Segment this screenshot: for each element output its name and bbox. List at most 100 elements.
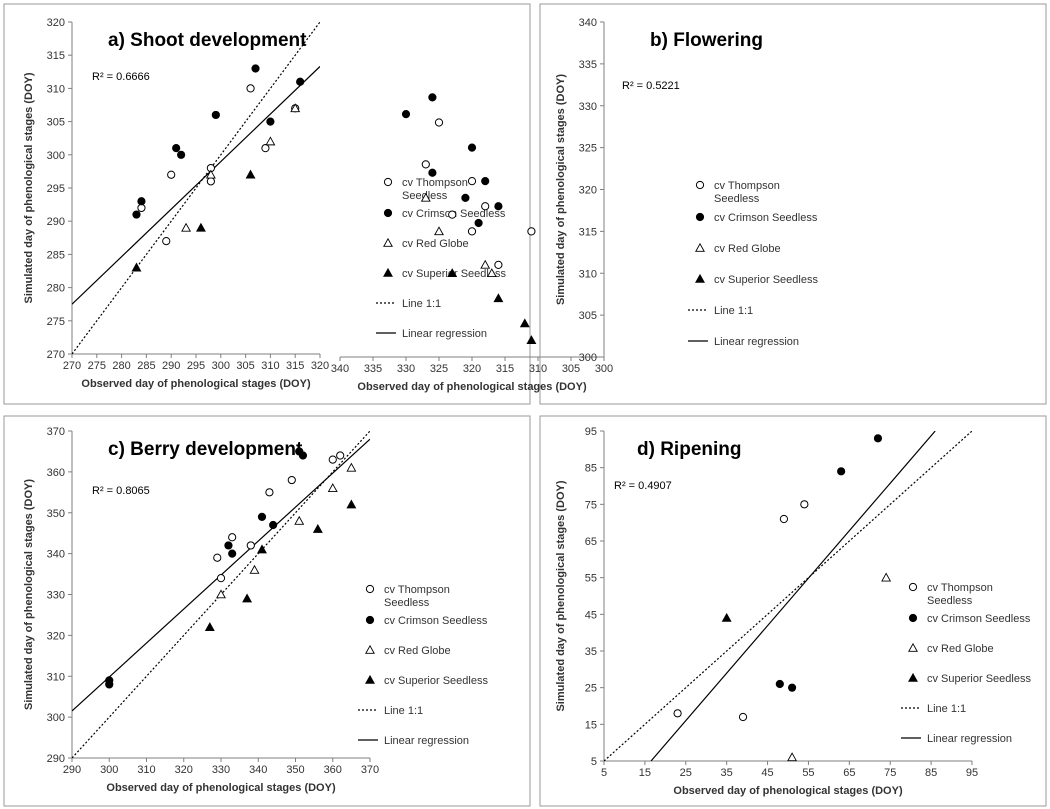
y-tick-label: 330 bbox=[47, 590, 65, 602]
point-redglobe bbox=[434, 226, 444, 236]
point-superior bbox=[131, 262, 142, 272]
legend-label-redglobe: cv Red Globe bbox=[384, 645, 451, 657]
legend-label-crimson: cv Crimson Seedless bbox=[384, 615, 488, 627]
x-tick-label: 95 bbox=[966, 767, 978, 779]
y-tick-label: 290 bbox=[47, 216, 65, 228]
point-crimson bbox=[296, 77, 305, 86]
point-thompson bbox=[494, 260, 503, 269]
point-thompson bbox=[216, 574, 226, 583]
point-thompson bbox=[162, 237, 171, 246]
point-crimson bbox=[787, 683, 797, 692]
panel-ripening: 5 15 25 35 45 55 65 75 85 95 5 15 25 35 45 55 65 75 85 95 Ob… bbox=[539, 415, 1047, 807]
x-tick-label: 295 bbox=[187, 360, 205, 372]
x-tick-label: 360 bbox=[324, 764, 342, 776]
x-tick-label: 300 bbox=[100, 764, 118, 776]
y-tick-label: 320 bbox=[47, 17, 65, 29]
legend-label-thompson-cont: Seedless bbox=[927, 595, 973, 607]
point-superior bbox=[346, 499, 357, 509]
r-squared-label: R² = 0.4907 bbox=[614, 480, 672, 492]
y-tick-label: 95 bbox=[585, 426, 597, 438]
panel-flowering: 3003053103153203253303353403003053103153… bbox=[331, 3, 1047, 405]
legend-label-line-1-1: Line 1:1 bbox=[714, 305, 753, 317]
y-tick-label: 75 bbox=[585, 499, 597, 511]
panel-frame bbox=[539, 3, 1047, 405]
point-crimson bbox=[873, 434, 883, 443]
point-crimson bbox=[775, 679, 784, 689]
legend-label-line-1-1: Line 1:1 bbox=[927, 703, 966, 715]
point-crimson bbox=[251, 64, 260, 73]
legend-label-redglobe: cv Red Globe bbox=[714, 243, 781, 255]
x-axis-title: Observed day of phenological stages (DOY… bbox=[673, 785, 903, 797]
point-thompson bbox=[467, 177, 477, 186]
y-tick-label: 330 bbox=[579, 101, 597, 113]
point-crimson bbox=[428, 93, 437, 102]
panel-title: d) Ripening bbox=[637, 439, 741, 460]
point-crimson bbox=[228, 549, 237, 558]
legend-label-thompson-cont: Seedless bbox=[384, 597, 430, 609]
point-crimson bbox=[494, 202, 503, 211]
y-tick-label: 15 bbox=[585, 719, 597, 731]
legend-marker-superior bbox=[365, 674, 375, 684]
fit-lines bbox=[604, 431, 972, 761]
panel-title: c) Berry development bbox=[108, 439, 303, 460]
legend-label-line-1-1: Line 1:1 bbox=[384, 705, 423, 717]
x-tick-label: 330 bbox=[397, 363, 415, 375]
y-tick-label: 315 bbox=[47, 50, 65, 62]
point-thompson bbox=[800, 500, 809, 509]
point-redglobe bbox=[249, 564, 260, 574]
legend-label-linear-regression: Linear regression bbox=[714, 336, 799, 348]
linear-regression-line bbox=[72, 66, 320, 305]
y-tick-label: 290 bbox=[47, 753, 65, 765]
point-thompson bbox=[527, 227, 536, 236]
y-axis-title: Simulated day of phenological stages (DO… bbox=[555, 74, 567, 305]
legend-marker-crimson bbox=[695, 212, 705, 222]
y-tick-label: 300 bbox=[47, 150, 65, 162]
point-redglobe bbox=[486, 268, 497, 278]
y-axis-title: Simulated day of phenological stages (DO… bbox=[23, 479, 35, 710]
y-tick-label: 335 bbox=[579, 59, 597, 71]
y-tick-label: 320 bbox=[579, 185, 597, 197]
point-superior bbox=[447, 268, 458, 278]
y-tick-label: 25 bbox=[585, 683, 597, 695]
legend-label-line-1-1: Line 1:1 bbox=[402, 298, 441, 310]
legend-marker-thompson bbox=[365, 584, 375, 594]
x-tick-label: 370 bbox=[361, 764, 379, 776]
point-thompson bbox=[467, 227, 477, 236]
y-axis-title: Simulated day of phenological stages (DO… bbox=[23, 72, 35, 303]
line-1-1 bbox=[72, 22, 320, 354]
y-tick-label: 305 bbox=[579, 310, 597, 322]
point-superior bbox=[526, 335, 537, 345]
point-thompson bbox=[246, 541, 255, 550]
point-crimson bbox=[269, 520, 278, 530]
x-tick-label: 270 bbox=[63, 360, 81, 372]
point-crimson bbox=[224, 541, 233, 550]
point-redglobe bbox=[480, 259, 491, 269]
y-axis-title: Simulated day of phenological stages (DO… bbox=[555, 480, 567, 711]
legend-label-thompson: cv Thompson bbox=[927, 582, 993, 594]
x-tick-label: 290 bbox=[162, 360, 180, 372]
y-tick-label: 280 bbox=[47, 283, 65, 295]
point-redglobe bbox=[327, 483, 338, 493]
x-tick-label: 15 bbox=[639, 767, 651, 779]
y-tick-label: 65 bbox=[585, 536, 597, 548]
point-thompson bbox=[448, 210, 457, 219]
point-redglobe bbox=[205, 169, 216, 179]
point-superior bbox=[204, 622, 215, 632]
point-redglobe bbox=[420, 192, 431, 202]
legend-label-linear-regression: Linear regression bbox=[402, 328, 487, 340]
x-tick-label: 340 bbox=[249, 764, 267, 776]
y-tick-label: 350 bbox=[47, 508, 65, 520]
point-superior bbox=[493, 293, 504, 303]
point-crimson bbox=[137, 197, 146, 206]
point-redglobe bbox=[787, 752, 798, 762]
point-crimson bbox=[474, 218, 483, 228]
panel-title: b) Flowering bbox=[650, 30, 763, 51]
legend-marker-thompson bbox=[695, 180, 705, 190]
panel-title: a) Shoot development bbox=[108, 30, 307, 51]
x-tick-label: 45 bbox=[761, 767, 773, 779]
x-tick-label: 320 bbox=[175, 764, 193, 776]
point-redglobe bbox=[181, 222, 192, 232]
panel-frame bbox=[3, 415, 531, 807]
point-thompson bbox=[228, 533, 237, 542]
point-redglobe bbox=[346, 462, 357, 472]
